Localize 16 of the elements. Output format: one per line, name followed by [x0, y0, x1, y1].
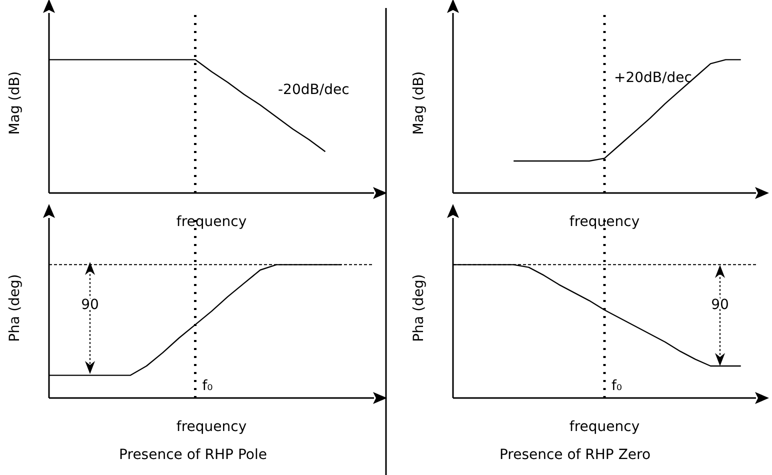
annotation: 90	[81, 296, 99, 313]
annotation: f₀	[612, 378, 622, 394]
x-axis-title: frequency	[569, 214, 640, 230]
text: Presence of RHP Zero	[499, 446, 651, 463]
y-axis-title: Pha (deg)	[410, 274, 427, 342]
annotation: -20dB/dec	[278, 82, 350, 98]
x-axis-title: frequency	[176, 214, 247, 230]
y-axis-title: Mag (dB)	[410, 71, 427, 135]
annotation: +20dB/dec	[614, 70, 692, 86]
y-axis-title: Mag (dB)	[6, 71, 23, 135]
y-axis-title: Pha (deg)	[6, 274, 23, 342]
annotation: f₀	[202, 378, 214, 394]
text: Presence of RHP Pole	[119, 446, 267, 463]
x-axis-title: frequency	[569, 419, 640, 435]
x-axis-title: frequency	[176, 419, 247, 435]
annotation: 90	[711, 296, 729, 313]
